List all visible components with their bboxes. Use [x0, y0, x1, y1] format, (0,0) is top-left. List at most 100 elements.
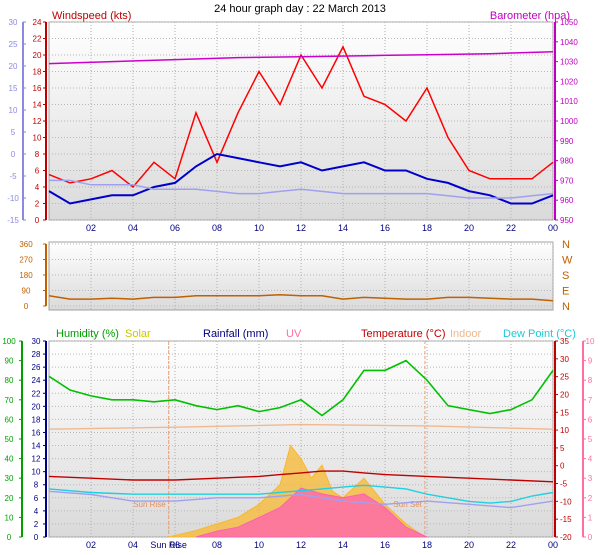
rainfall-axis-tick-label: 28 — [32, 350, 41, 359]
temperature-axis-tick-label: -5 — [560, 480, 568, 489]
uv-label: UV — [286, 328, 302, 340]
temperature-label: Temperature (°C) — [361, 328, 445, 340]
x-tick-label: 08 — [212, 540, 222, 550]
humidity-axis-tick-label: 90 — [5, 357, 14, 366]
uv-axis-tick-label: 7 — [588, 396, 593, 405]
temperature-axis-tick-label: -20 — [560, 533, 572, 542]
compass-label: E — [562, 286, 569, 298]
x-tick-label: 22 — [506, 540, 516, 550]
temperature-axis-tick-label: 35 — [560, 337, 569, 346]
wind-far-left-axis-tick-label: -15 — [7, 216, 19, 225]
uv-axis-tick-label: 5 — [588, 435, 593, 444]
indoor-label: Indoor — [450, 328, 482, 340]
x-tick-label: Sun Rise — [150, 540, 187, 550]
x-tick-label: 12 — [296, 540, 306, 550]
wind-left-axis-tick-label: 8 — [35, 150, 40, 159]
wind-left-axis-tick-label: 4 — [35, 183, 40, 192]
wind-far-left-axis-tick-label: 5 — [11, 128, 16, 137]
rainfall-axis-tick-label: 8 — [34, 481, 39, 490]
humidity-label: Humidity (%) — [56, 328, 119, 340]
humidity-axis-tick-label: 50 — [5, 435, 14, 444]
chart-title: 24 hour graph day : 22 March 2013 — [214, 3, 386, 15]
x-tick-label: 04 — [128, 540, 138, 550]
series-dew_point — [48, 484, 554, 504]
uv-axis-tick-label: 3 — [588, 474, 593, 483]
wind-left-label: Windspeed (kts) — [52, 10, 131, 22]
wind-left-axis-tick-label: 20 — [33, 51, 42, 60]
barometer-axis-tick-label: 1000 — [560, 117, 578, 126]
compass-label: W — [562, 255, 573, 267]
temperature-axis-tick-label: 15 — [560, 408, 569, 417]
barometer-axis-tick-label: 990 — [560, 137, 574, 146]
wind-far-left-axis-tick-label: 0 — [11, 150, 16, 159]
humidity-axis-tick-label: 100 — [2, 337, 16, 346]
wind-far-left-axis-tick-label: -10 — [7, 194, 19, 203]
wind-far-left-axis-tick-label: 10 — [9, 106, 18, 115]
uv-axis-tick-label: 10 — [586, 337, 595, 346]
sun-marker-label: Sun Rise — [133, 500, 166, 509]
barometer-axis-tick-label: 1020 — [560, 77, 578, 86]
weather-series — [48, 359, 554, 538]
series-indoor — [48, 423, 554, 430]
humidity-axis-tick-label: 20 — [5, 494, 14, 503]
temperature-axis-tick-label: 25 — [560, 373, 569, 382]
wind-right-label: Barometer (hpa) — [490, 10, 570, 22]
series-humidity — [48, 359, 554, 417]
x-tick-label: 12 — [296, 223, 306, 233]
uv-axis-tick-label: 6 — [588, 415, 593, 424]
wind-left-axis-tick-label: 18 — [33, 68, 42, 77]
barometer-axis-tick-label: 980 — [560, 157, 574, 166]
direction-axis-tick-label: 180 — [19, 271, 33, 280]
x-tick-label: 02 — [86, 540, 96, 550]
direction-axis-tick-label: 360 — [19, 240, 33, 249]
direction-axis-tick-label: 90 — [22, 287, 31, 296]
uv-axis-tick-label: 4 — [588, 455, 593, 464]
x-tick-label: 10 — [254, 540, 264, 550]
wind-far-left-axis-tick-label: 20 — [9, 62, 18, 71]
direction-axis-tick-label: 270 — [19, 256, 33, 265]
wind-left-axis-tick-label: 0 — [35, 216, 40, 225]
rainfall-axis-tick-label: 24 — [32, 376, 41, 385]
humidity-axis-tick-label: 30 — [5, 474, 14, 483]
wind-left-axis-tick-label: 14 — [33, 101, 42, 110]
humidity-axis-tick-label: 40 — [5, 455, 14, 464]
x-tick-label: 16 — [380, 223, 390, 233]
temperature-axis-tick-label: 20 — [560, 390, 569, 399]
wind-left-axis-tick-label: 10 — [33, 134, 42, 143]
x-tick-label: 00 — [548, 223, 558, 233]
barometer-axis-tick-label: 1050 — [560, 18, 578, 27]
barometer-axis-tick-label: 970 — [560, 176, 574, 185]
x-tick-label: 06 — [170, 540, 180, 550]
wind-far-left-axis-tick-label: 25 — [9, 40, 18, 49]
x-tick-label: 20 — [464, 223, 474, 233]
uv-axis-tick-label: 2 — [588, 494, 593, 503]
rainfall-label: Rainfall (mm) — [203, 328, 268, 340]
humidity-axis-tick-label: 80 — [5, 376, 14, 385]
wind-left-axis-tick-label: 22 — [33, 35, 42, 44]
wind-left-axis-tick-label: 12 — [33, 117, 42, 126]
x-tick-label: 18 — [422, 540, 432, 550]
rainfall-axis-tick-label: 16 — [32, 428, 41, 437]
direction-axis-tick-label: 0 — [24, 302, 29, 311]
sun-marker-label: Sun Set — [393, 500, 422, 509]
barometer-axis-tick-label: 1040 — [560, 38, 578, 47]
wind-axes: 02 04 06 08 10 12 14 16 18 20 22 00302520151050-5-1… — [7, 18, 578, 233]
uv-axis-tick-label: 9 — [588, 357, 593, 366]
uv-axis-tick-label: 0 — [588, 533, 593, 542]
direction-grid — [49, 242, 554, 310]
wind-series — [48, 45, 554, 205]
uv-axis-tick-label: 8 — [588, 376, 593, 385]
rainfall-axis-tick-label: 12 — [32, 455, 41, 464]
humidity-axis-tick-label: 60 — [5, 415, 14, 424]
x-tick-label: 00 — [548, 540, 558, 550]
rainfall-axis-tick-label: 22 — [32, 389, 41, 398]
barometer-axis-tick-label: 1030 — [560, 58, 578, 67]
rainfall-axis-tick-label: 10 — [32, 468, 41, 477]
rainfall-axis-tick-label: 4 — [34, 507, 39, 516]
series-wind_direction — [48, 294, 554, 302]
rainfall-axis-tick-label: 14 — [32, 442, 41, 451]
wind-left-axis-tick-label: 2 — [35, 200, 40, 209]
rainfall-axis-tick-label: 20 — [32, 402, 41, 411]
